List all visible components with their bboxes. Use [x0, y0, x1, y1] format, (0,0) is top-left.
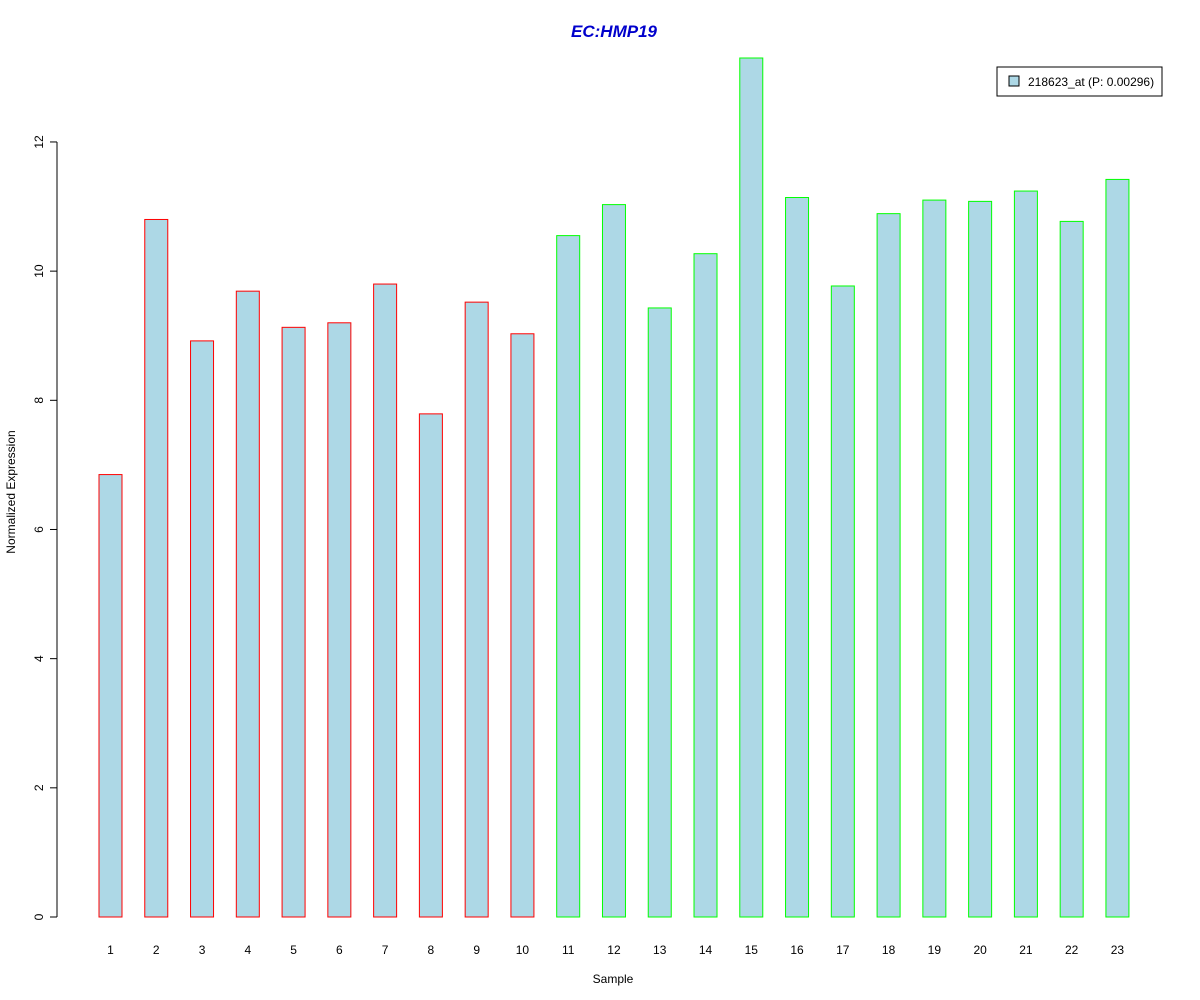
- bar-sample-7: [373, 283, 398, 918]
- y-tick-label: 2: [32, 784, 46, 791]
- y-tick-label: 12: [32, 135, 46, 149]
- x-tick-label: 13: [653, 943, 667, 957]
- bar-sample-10: [510, 333, 535, 918]
- x-tick-label: 8: [428, 943, 435, 957]
- bar-sample-5: [281, 326, 306, 918]
- bar-sample-16: [785, 197, 810, 918]
- bar-sample-11: [556, 235, 581, 918]
- x-tick-label: 2: [153, 943, 160, 957]
- bar-sample-22: [1059, 220, 1084, 918]
- x-axis-labels: 1 2 3 4 5 6 7 8 9 10 11 12 13 14 15 16 17 18 19 20 21 22 23: [107, 943, 1124, 957]
- chart-title: EC:HMP19: [571, 22, 658, 41]
- bar-sample-13: [647, 307, 672, 918]
- bar-sample-2: [144, 218, 169, 918]
- bar-sample-9: [464, 301, 489, 918]
- y-tick-label: 0: [32, 913, 46, 920]
- legend-label: 218623_at (P: 0.00296): [1028, 75, 1154, 89]
- bar-sample-19: [922, 199, 947, 918]
- legend: 218623_at (P: 0.00296): [996, 66, 1163, 97]
- x-tick-label: 11: [562, 943, 575, 957]
- bar-sample-1: [98, 474, 123, 918]
- bar-sample-8: [418, 413, 443, 918]
- legend-swatch: [1008, 75, 1020, 87]
- x-tick-label: 21: [1019, 943, 1033, 957]
- x-tick-label: 3: [199, 943, 206, 957]
- bar-sample-17: [830, 285, 855, 918]
- x-tick-label: 10: [516, 943, 530, 957]
- x-tick-label: 15: [745, 943, 759, 957]
- legend-box: [996, 66, 1163, 97]
- x-tick-label: 17: [836, 943, 850, 957]
- x-tick-label: 23: [1111, 943, 1125, 957]
- y-axis: 0 2 4 6 8 10 12: [32, 135, 58, 920]
- bars: [98, 57, 1130, 918]
- x-tick-label: 1: [107, 943, 114, 957]
- x-tick-label: 12: [607, 943, 621, 957]
- y-tick-label: 6: [32, 526, 46, 533]
- y-axis-label: Normalized Expression: [4, 430, 18, 553]
- y-tick-label: 10: [32, 264, 46, 278]
- x-tick-label: 19: [928, 943, 942, 957]
- y-tick-label: 4: [32, 655, 46, 662]
- x-tick-label: 20: [973, 943, 987, 957]
- x-tick-label: 4: [244, 943, 251, 957]
- x-tick-label: 18: [882, 943, 896, 957]
- x-tick-label: 5: [290, 943, 297, 957]
- bar-sample-14: [693, 253, 718, 918]
- bar-sample-18: [876, 213, 901, 918]
- x-tick-label: 6: [336, 943, 343, 957]
- bar-sample-21: [1013, 190, 1038, 918]
- bar-sample-20: [968, 200, 993, 918]
- y-tick-label: 8: [32, 397, 46, 404]
- x-tick-label: 14: [699, 943, 713, 957]
- x-tick-label: 22: [1065, 943, 1079, 957]
- x-tick-label: 16: [790, 943, 804, 957]
- bar-sample-4: [235, 290, 260, 918]
- bar-sample-15: [739, 57, 764, 918]
- x-tick-label: 9: [473, 943, 480, 957]
- bar-sample-12: [601, 204, 626, 918]
- bar-sample-6: [327, 322, 352, 918]
- bar-sample-23: [1105, 178, 1130, 918]
- x-axis-label: Sample: [593, 972, 634, 986]
- x-tick-label: 7: [382, 943, 389, 957]
- bar-sample-3: [190, 340, 215, 918]
